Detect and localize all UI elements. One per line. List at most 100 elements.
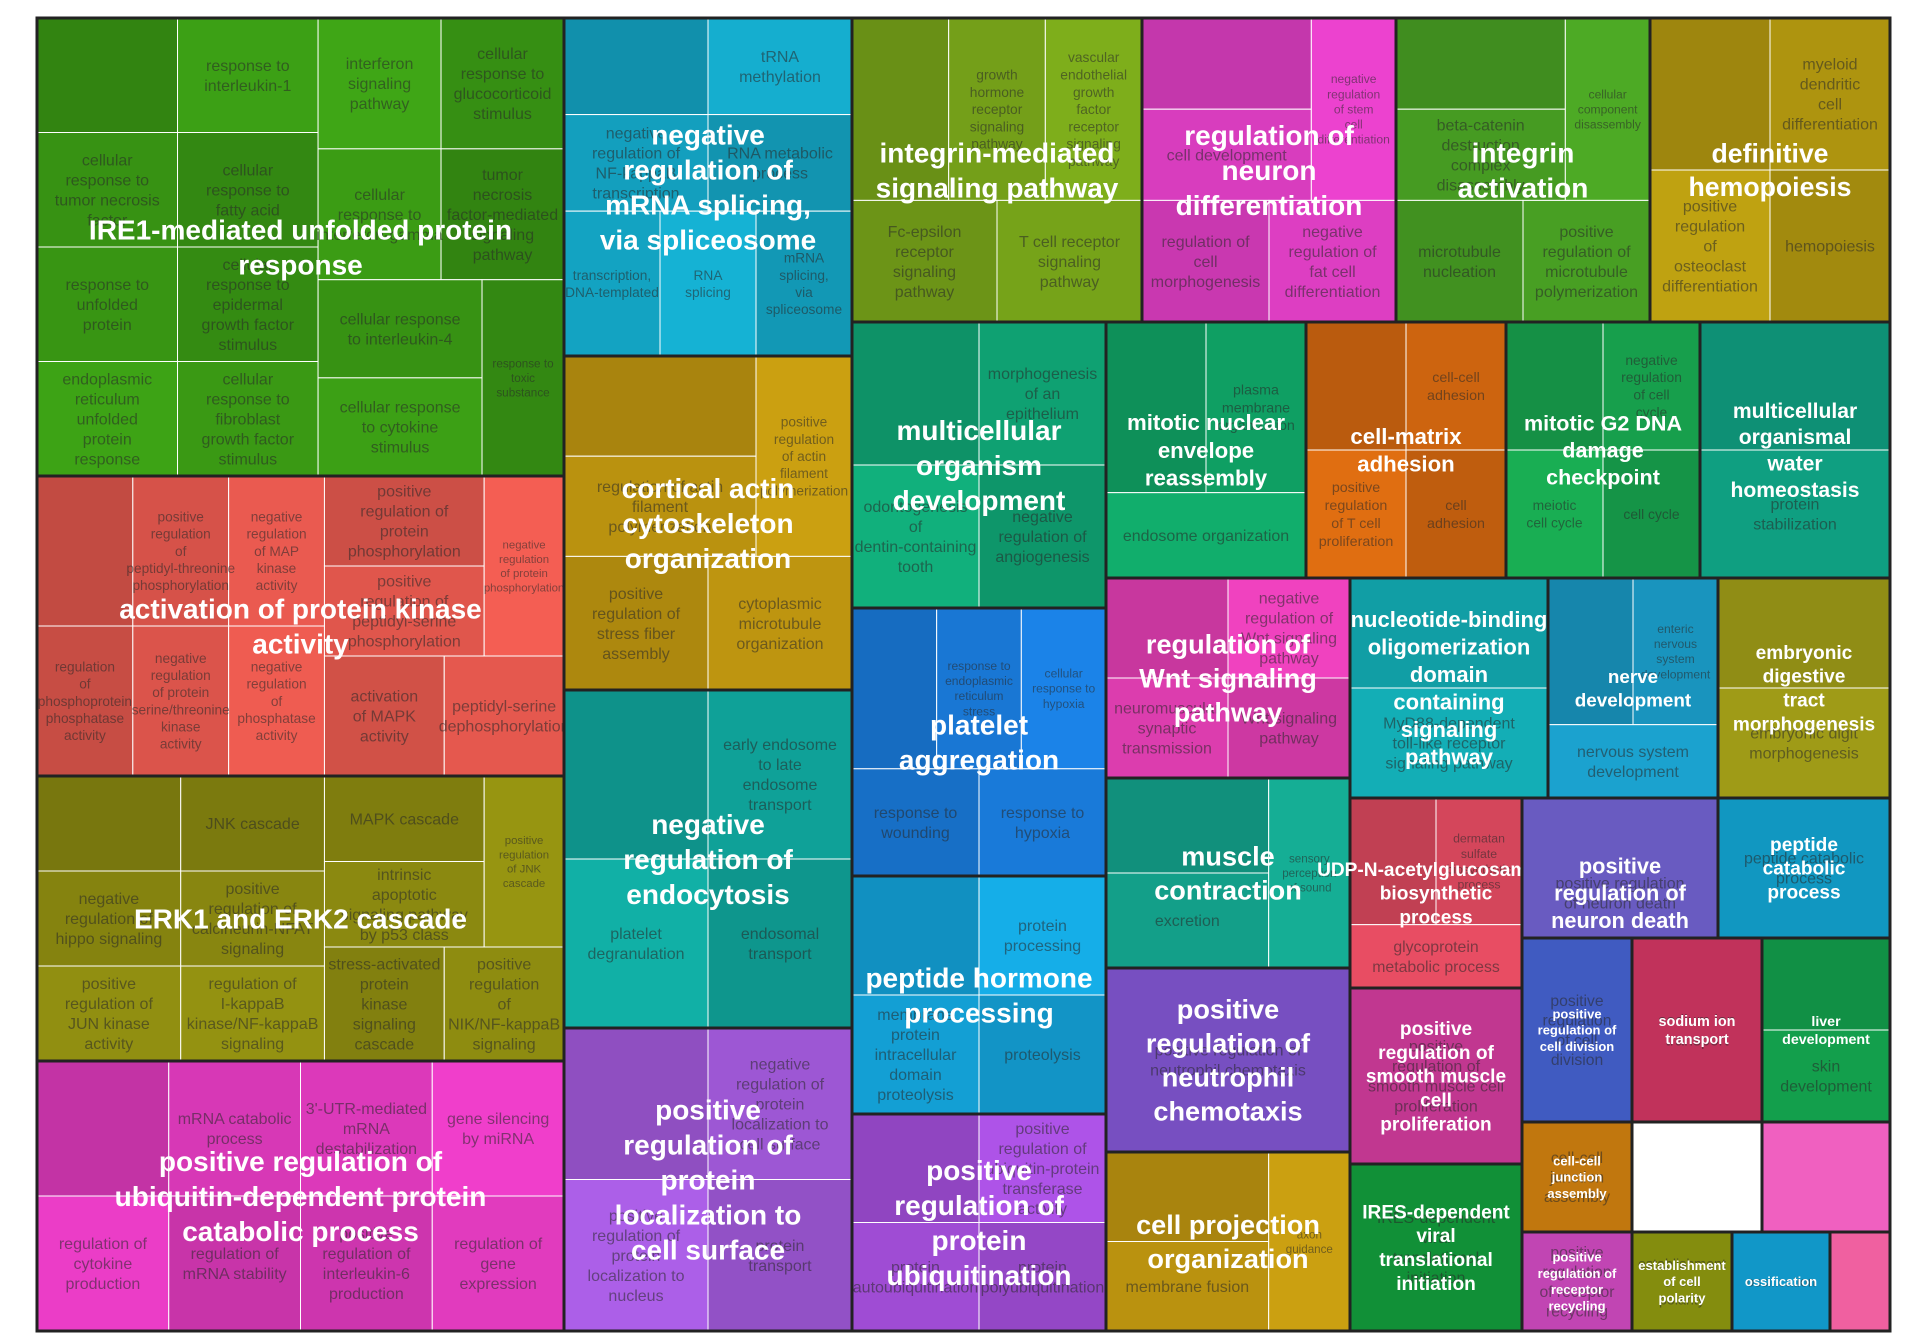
treemap-term-label: early endosome to late endosome transport (723, 737, 837, 814)
treemap-term-label: JNK cascade (205, 816, 299, 833)
treemap-term-tile (978, 768, 1107, 877)
treemap-term-tile (1395, 17, 1566, 110)
treemap-term-tile (323, 861, 485, 948)
treemap-term-tile (996, 199, 1143, 323)
treemap-group-positive-regulation-of-smooth-muscle-cell-proliferation: positive regulation of smooth muscle cell p… (1348, 986, 1524, 1166)
treemap-group-label: regulation of Wnt signaling pathway (1139, 629, 1317, 728)
treemap-term-label: response to endoplasmic reticulum stress (945, 659, 1013, 718)
treemap-term-label: negative regulation of angiogenesis (995, 509, 1089, 566)
treemap-term-tile (1349, 577, 1549, 689)
treemap-term-tile (851, 199, 998, 323)
treemap-term-label: peptidyl-serine dephosphorylation (439, 699, 570, 736)
treemap-term-tile (1602, 321, 1701, 451)
treemap-group-label: IRE1-mediated unfolded protein response (89, 214, 512, 280)
treemap-term-tile (563, 555, 709, 691)
treemap-term-tile (563, 355, 757, 457)
treemap-group-label: positive regulation of protein localization… (615, 1094, 802, 1265)
treemap-group-label: mitotic nuclear envelope reassembly (1127, 410, 1285, 491)
treemap-term-tile (440, 17, 565, 150)
treemap-group-label: positive regulation of neutrophil chemotaxi… (1146, 994, 1311, 1127)
treemap-term-tile (1349, 797, 1437, 926)
treemap-group-border (1760, 1120, 1892, 1234)
treemap-term-label: response to hypoxia (1001, 805, 1085, 842)
treemap-term-tile (323, 775, 485, 862)
treemap-term-tile (1395, 199, 1524, 323)
treemap-tile (1761, 1121, 1891, 1233)
treemap-group-positive-regulation-of-receptor-recycling: positive regulation of receptor recyclingpo… (1520, 1230, 1634, 1333)
treemap-group-positive-regulation-of-cell-division: positive regulation of cell divisionpositiv… (1520, 936, 1634, 1124)
treemap-term-tile (443, 655, 565, 777)
treemap-term-label: regulation of I-kappaB kinase/NF-kappaB sig… (187, 976, 319, 1053)
treemap-group-positive-regulation-of-neutrophil-chemotaxis: positive regulation of neutrophil chemota… (1104, 966, 1352, 1154)
treemap-term-tile (483, 475, 565, 657)
treemap-term-tile (1405, 449, 1507, 579)
treemap-term-tile (323, 565, 485, 657)
treemap-term-tile (755, 210, 853, 357)
treemap-term-label: mRNA catabolic process (178, 1111, 292, 1148)
treemap-term-label: cellular component disassembly (1574, 87, 1641, 131)
treemap-term-tile (1310, 17, 1397, 201)
treemap-term-label: 3'-UTR-mediated mRNA destabilization (306, 1101, 427, 1158)
treemap-group-ire1-mediated-unfolded-protein-response: cellular response to tumor necrosis factor r… (35, 16, 566, 478)
treemap-term-tile (1602, 449, 1701, 579)
treemap-term-tile (36, 17, 179, 133)
treemap-group-negative-regulation-of-endocytosis: early endosome to late endosome transport pl… (562, 688, 854, 1030)
treemap-term-label: plasma membrane organization (1217, 382, 1295, 434)
treemap-term-label: neuromuscular synaptic transmission (1114, 701, 1221, 758)
treemap-term-label: enteric nervous system development (1641, 622, 1711, 682)
treemap-group-integrin-activation: beta-catenin destruction complex disassembl… (1394, 16, 1652, 324)
treemap-term-label: IRES-dependent viral translational initiati… (1377, 1210, 1496, 1287)
treemap-term-label: ossification (1746, 1273, 1815, 1289)
treemap-term-label: regulation of mRNA stability (183, 1246, 287, 1283)
treemap-term-tile (1349, 687, 1549, 799)
treemap-term-tile (707, 555, 853, 691)
treemap-term-tile (228, 475, 325, 627)
treemap-term-tile (36, 132, 179, 248)
treemap-term-tile (317, 148, 442, 281)
treemap-term-label: tumor necrosis factor-mediated signaling pat… (447, 167, 558, 264)
treemap-group-positive-regulation-of-protein-localization-to-cell-surface: negative regulation of protein localization… (562, 1026, 854, 1333)
treemap-term-tile (1349, 1163, 1523, 1332)
treemap-term-label: peptide catabolic process (1744, 851, 1864, 888)
treemap-term-label: negative regulation of cell cycle (1621, 352, 1682, 420)
treemap-group-label: sodium ion transport (1659, 1014, 1736, 1048)
treemap-term-tile (1631, 1231, 1733, 1332)
treemap-term-tile (659, 210, 757, 357)
treemap-term-tile (851, 17, 950, 201)
treemap-term-tile (1205, 321, 1307, 494)
treemap-group-label: multicellular organism development (893, 415, 1066, 516)
treemap-group-label: establishment of cell polarity (1638, 1258, 1726, 1306)
treemap-term-tile (1564, 17, 1651, 201)
treemap-term-label: transcription, DNA-templated (565, 268, 659, 300)
treemap-term-label: tRNA methylation (739, 49, 821, 86)
treemap-group-label: multicellular organismal water homeostasis (1730, 400, 1859, 502)
treemap-group-label: UDP-N-acetylglucosamine biosynthetic proce… (1317, 860, 1555, 929)
treemap-term-label: RNA metabolic process (727, 145, 833, 182)
treemap-group-mitotic-nuclear-envelope-reassembly: plasma membrane organization endosome organ… (1104, 320, 1308, 580)
treemap-term-label: cell-cell junction assembly (1544, 1150, 1610, 1206)
treemap-term-label: positive regulation of interleukin-6 produc… (322, 1226, 411, 1303)
treemap-group-cell-matrix-adhesion: cell-cell adhesion positive regulation of T … (1304, 320, 1508, 580)
treemap-group-label: activation of protein kinase activity (119, 593, 482, 659)
treemap-term-tile (1105, 872, 1270, 969)
treemap-term-tile (1521, 1121, 1633, 1233)
treemap-group-multicellular-organism-development: morphogenesis of an epithelium odontogenesi… (850, 320, 1108, 610)
treemap-term-label: positive regulation of NIK/NF-kappaB signali… (448, 957, 560, 1054)
treemap-term-label: protein transport (748, 1238, 812, 1275)
treemap-term-label: positive regulation of calcineurin-NFAT sig… (192, 881, 314, 958)
treemap-term-label: protein processing (1004, 918, 1081, 955)
treemap-group-label: positive regulation of receptor recycling (1538, 1250, 1617, 1314)
treemap-term-tile (1769, 169, 1891, 323)
treemap-term-label: negative regulation of hippo signaling (55, 891, 162, 948)
treemap-term-tile (1547, 724, 1719, 799)
treemap-term-tile (443, 946, 565, 1062)
treemap-term-label: cell development (1167, 147, 1288, 164)
treemap-group-label: cell-matrix adhesion (1350, 424, 1462, 477)
treemap-term-tile (177, 246, 319, 362)
treemap-term-tile (1105, 967, 1351, 1153)
treemap-term-label: endosome organization (1123, 528, 1289, 545)
treemap-term-tile (317, 377, 483, 477)
treemap-term-tile (180, 870, 325, 967)
